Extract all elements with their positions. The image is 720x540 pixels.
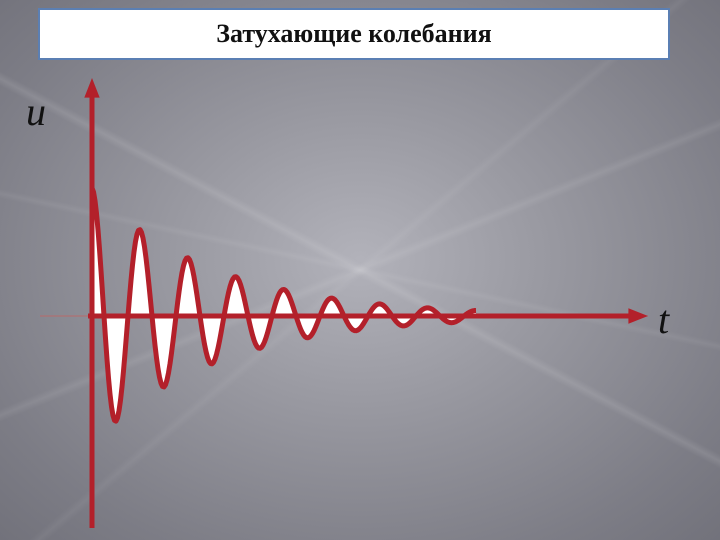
y-axis-arrowhead-icon xyxy=(84,78,99,98)
damped-oscillation-chart xyxy=(0,0,720,540)
x-axis-arrowhead-icon xyxy=(628,308,648,323)
slide-background: Затухающие колебания u t xyxy=(0,0,720,540)
